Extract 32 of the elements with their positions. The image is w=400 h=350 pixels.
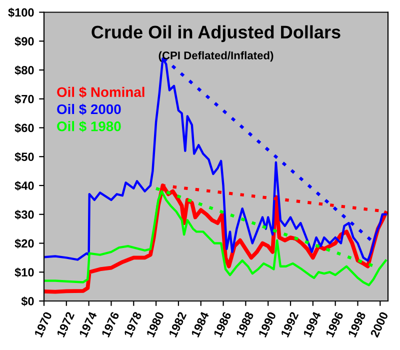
text: Crude Oil in Adjusted Dollars: [92, 25, 340, 42]
x-tick-label: 1982: [168, 311, 187, 338]
x-tick-label: 1988: [236, 311, 254, 338]
y-tick-label: $0: [21, 296, 34, 306]
text: Oil $ 2000: [57, 104, 121, 116]
x-tick-label: 1996: [325, 311, 344, 338]
y-tick-label: $50: [14, 152, 34, 162]
x-tick-label: 1986: [213, 311, 232, 338]
y-tick-label: $60: [14, 123, 34, 133]
x-tick-label: 1978: [124, 311, 142, 338]
y-tick-label: $20: [14, 238, 34, 248]
x-tick-label: 1970: [34, 311, 52, 338]
y-tick-label: $80: [14, 66, 34, 76]
y-tick-label: $30: [14, 210, 34, 220]
x-tick-label: 1980: [146, 311, 164, 338]
text: Oil $ 1980: [57, 120, 121, 132]
text: Oil $ Nominal: [57, 86, 144, 98]
x-tick-label: 1974: [78, 310, 98, 338]
y-tick-label: $90: [14, 36, 34, 46]
x-tick-label: 1984: [190, 310, 210, 338]
x-tick-label: 1994: [302, 310, 322, 338]
x-tick-label: 1992: [280, 311, 299, 338]
x-tick-label: 1972: [56, 311, 75, 338]
x-tick-label: 1976: [101, 311, 120, 338]
x-tick-label: 1998: [348, 311, 366, 338]
x-tick-label: 1990: [258, 311, 276, 338]
y-tick-label: $100: [8, 8, 34, 18]
y-tick-label: $10: [14, 268, 34, 278]
x-tick-label: 2000: [370, 311, 388, 338]
y-tick-label: $70: [14, 94, 34, 104]
y-tick-label: $40: [14, 181, 34, 191]
text: (CPI Deflated/Inflated): [158, 51, 274, 62]
